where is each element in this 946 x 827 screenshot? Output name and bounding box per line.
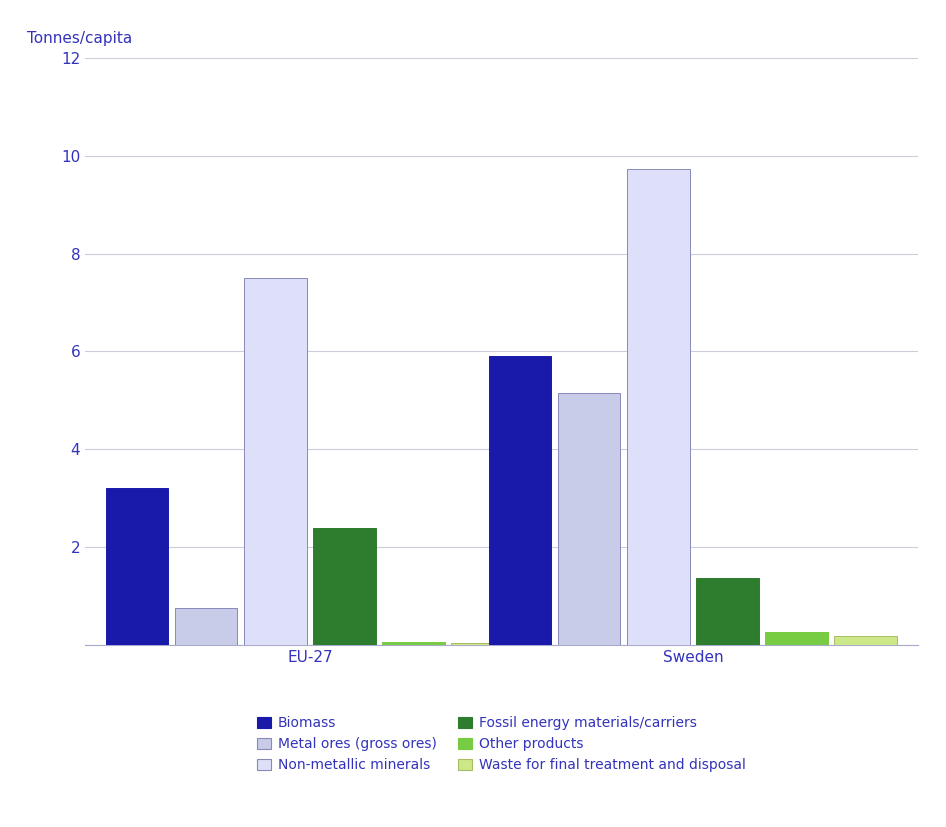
Legend: Biomass, Metal ores (gross ores), Non-metallic minerals, Fossil energy materials: Biomass, Metal ores (gross ores), Non-me… bbox=[252, 710, 751, 777]
Bar bbox=[627, 170, 690, 645]
Bar bbox=[558, 393, 621, 645]
Bar bbox=[106, 489, 168, 645]
Bar bbox=[313, 528, 376, 645]
Bar bbox=[244, 278, 307, 645]
Bar bbox=[451, 643, 514, 645]
Text: Tonnes/capita: Tonnes/capita bbox=[26, 31, 132, 46]
Bar bbox=[696, 578, 759, 645]
Bar bbox=[765, 633, 828, 645]
Bar bbox=[834, 636, 897, 645]
Bar bbox=[175, 609, 237, 645]
Bar bbox=[489, 356, 552, 645]
Bar bbox=[382, 642, 445, 645]
